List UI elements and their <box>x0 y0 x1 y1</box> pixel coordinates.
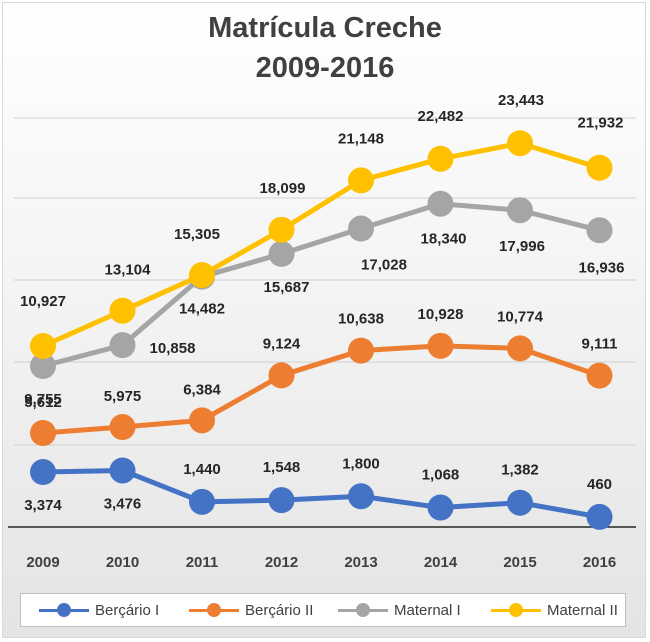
data-point <box>507 335 533 362</box>
data-label: 1,800 <box>342 455 380 472</box>
data-point <box>348 337 374 364</box>
data-label: 10,638 <box>338 311 384 328</box>
data-point <box>348 483 374 510</box>
legend-marker <box>509 602 523 617</box>
data-point <box>268 487 295 514</box>
x-tick-label: 2015 <box>503 554 536 571</box>
data-label: 1,382 <box>501 462 539 479</box>
data-point <box>348 215 374 242</box>
data-point <box>427 145 454 172</box>
data-label: 18,340 <box>421 231 467 248</box>
series-line-3 <box>41 140 601 349</box>
data-point <box>30 353 56 379</box>
data-label: 3,374 <box>24 497 62 514</box>
data-label: 10,774 <box>497 308 544 325</box>
legend-marker <box>356 602 370 617</box>
data-label: 21,148 <box>338 130 384 147</box>
data-point <box>109 332 136 359</box>
data-point <box>507 197 533 224</box>
data-point <box>586 154 613 181</box>
series-line-1 <box>42 343 601 436</box>
data-point <box>586 503 613 530</box>
data-point <box>109 414 136 441</box>
data-label: 10,858 <box>150 340 196 357</box>
data-point <box>189 488 215 515</box>
legend-swatch <box>338 602 388 617</box>
data-label: 18,099 <box>260 180 306 197</box>
data-label: 17,996 <box>499 238 545 255</box>
data-label: 1,548 <box>263 459 301 476</box>
legend-swatch <box>491 602 541 617</box>
data-label: 15,687 <box>264 279 310 296</box>
data-label: 17,028 <box>361 257 407 274</box>
data-point <box>189 262 215 289</box>
legend-label: Berçário II <box>245 601 314 619</box>
data-point <box>348 167 374 194</box>
legend-marker <box>207 602 221 617</box>
series-line-0 <box>42 467 600 520</box>
data-label: 460 <box>587 476 612 493</box>
data-label: 9,755 <box>24 391 62 408</box>
data-label: 23,443 <box>498 92 544 109</box>
data-label: 15,305 <box>174 226 220 243</box>
legend-marker <box>57 602 71 617</box>
x-tick-label: 2012 <box>265 554 298 571</box>
x-tick-label: 2010 <box>106 554 139 571</box>
data-point <box>109 297 136 324</box>
chart-title-line-1: Matrícula Creche <box>208 12 442 44</box>
x-tick-label: 2009 <box>26 554 59 571</box>
legend-item: Berçário II <box>189 594 313 626</box>
data-label: 5,612 <box>24 394 62 411</box>
data-label: 3,476 <box>104 495 142 512</box>
data-label: 6,384 <box>183 381 221 398</box>
data-point <box>507 130 533 157</box>
data-label: 21,932 <box>578 115 624 132</box>
data-label: 10,927 <box>20 293 66 310</box>
data-label: 22,482 <box>418 108 464 125</box>
data-label: 9,111 <box>582 336 618 353</box>
data-label: 9,124 <box>263 335 301 352</box>
data-point <box>30 420 56 446</box>
data-point <box>268 362 295 389</box>
data-label: 13,104 <box>105 262 152 279</box>
data-point <box>507 489 533 516</box>
data-label: 16,936 <box>579 259 625 276</box>
data-label: 10,928 <box>418 306 464 323</box>
x-tick-label: 2013 <box>344 554 377 571</box>
data-point <box>30 459 56 486</box>
chart-title-line-2: 2009-2016 <box>255 52 395 84</box>
chart-title: Matrícula Creche 2009-2016 <box>0 8 650 88</box>
data-label: 5,975 <box>104 388 142 405</box>
legend-label: Berçário I <box>95 601 160 619</box>
data-point <box>30 333 56 359</box>
legend-item: Maternal II <box>491 594 618 626</box>
legend-item: Maternal I <box>338 594 461 626</box>
x-tick-label: 2016 <box>583 554 616 571</box>
data-point <box>109 457 136 484</box>
data-point <box>427 332 454 359</box>
data-label: 1,440 <box>183 461 221 478</box>
series-line-2 <box>42 201 601 369</box>
data-label: 14,482 <box>179 301 225 318</box>
data-label: 1,068 <box>422 467 460 484</box>
legend-item: Berçário I <box>39 594 159 626</box>
legend-swatch <box>39 602 89 617</box>
data-point <box>268 240 295 267</box>
data-point <box>586 362 613 389</box>
data-point <box>586 217 613 244</box>
data-point <box>268 216 295 243</box>
legend-swatch <box>189 602 239 617</box>
legend-label: Maternal II <box>547 601 618 619</box>
legend: Berçário I Berçário II Maternal I Maternal … <box>20 593 626 627</box>
data-point <box>189 407 215 434</box>
data-point <box>427 494 454 521</box>
data-point <box>427 190 454 217</box>
x-tick-label: 2014 <box>424 554 458 571</box>
legend-label: Maternal I <box>394 601 461 619</box>
x-tick-label: 2011 <box>186 554 219 571</box>
